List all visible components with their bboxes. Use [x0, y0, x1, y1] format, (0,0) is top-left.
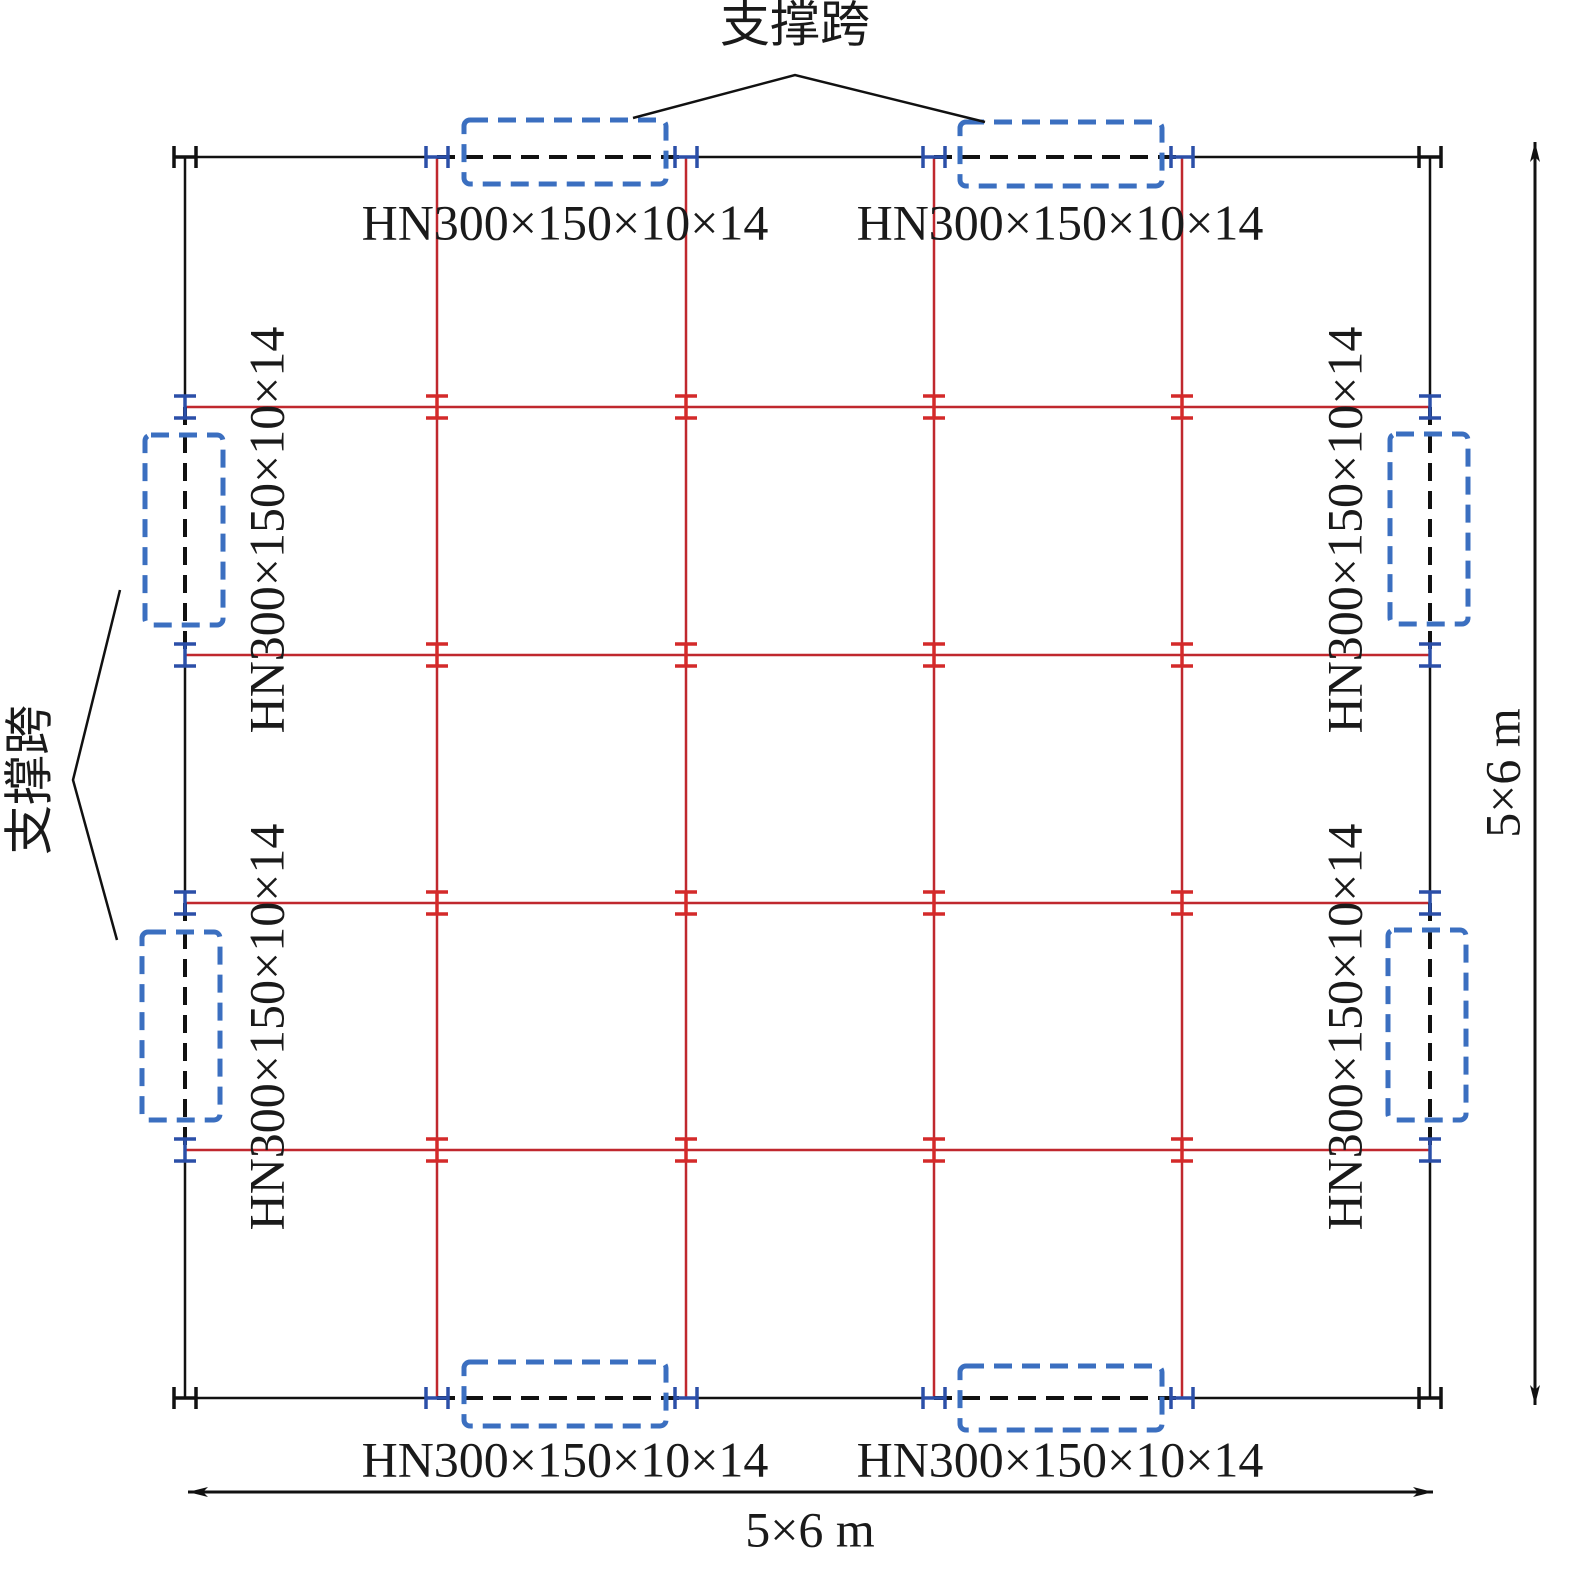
bracing-span	[139, 929, 223, 1123]
bracing-span	[1385, 927, 1469, 1123]
bracing-span	[1387, 431, 1471, 627]
leader-line	[632, 73, 986, 124]
members	[139, 117, 1471, 1433]
bracing-span	[142, 432, 226, 628]
member-label: HN300×150×10×14	[362, 1431, 769, 1487]
bracing-span	[461, 1359, 669, 1429]
annotation: 支撑跨	[720, 0, 870, 52]
bracing-span	[461, 117, 669, 187]
member-label: HN300×150×10×14	[362, 194, 769, 250]
bracing-span	[957, 1363, 1165, 1433]
bracing-span	[957, 119, 1165, 189]
member-label: HN300×150×10×14	[238, 327, 294, 734]
member-label: HN300×150×10×14	[238, 824, 294, 1231]
member-label: HN300×150×10×14	[857, 1431, 1264, 1487]
member-label: HN300×150×10×14	[857, 194, 1264, 250]
member-label: HN300×150×10×14	[1316, 824, 1372, 1231]
annotation: 支撑跨	[1, 705, 57, 855]
member-label: HN300×150×10×14	[1316, 327, 1372, 734]
dimension-label: 5×6 m	[1474, 708, 1530, 838]
leader-line	[71, 589, 122, 941]
dimension-label: 5×6 m	[745, 1501, 875, 1557]
